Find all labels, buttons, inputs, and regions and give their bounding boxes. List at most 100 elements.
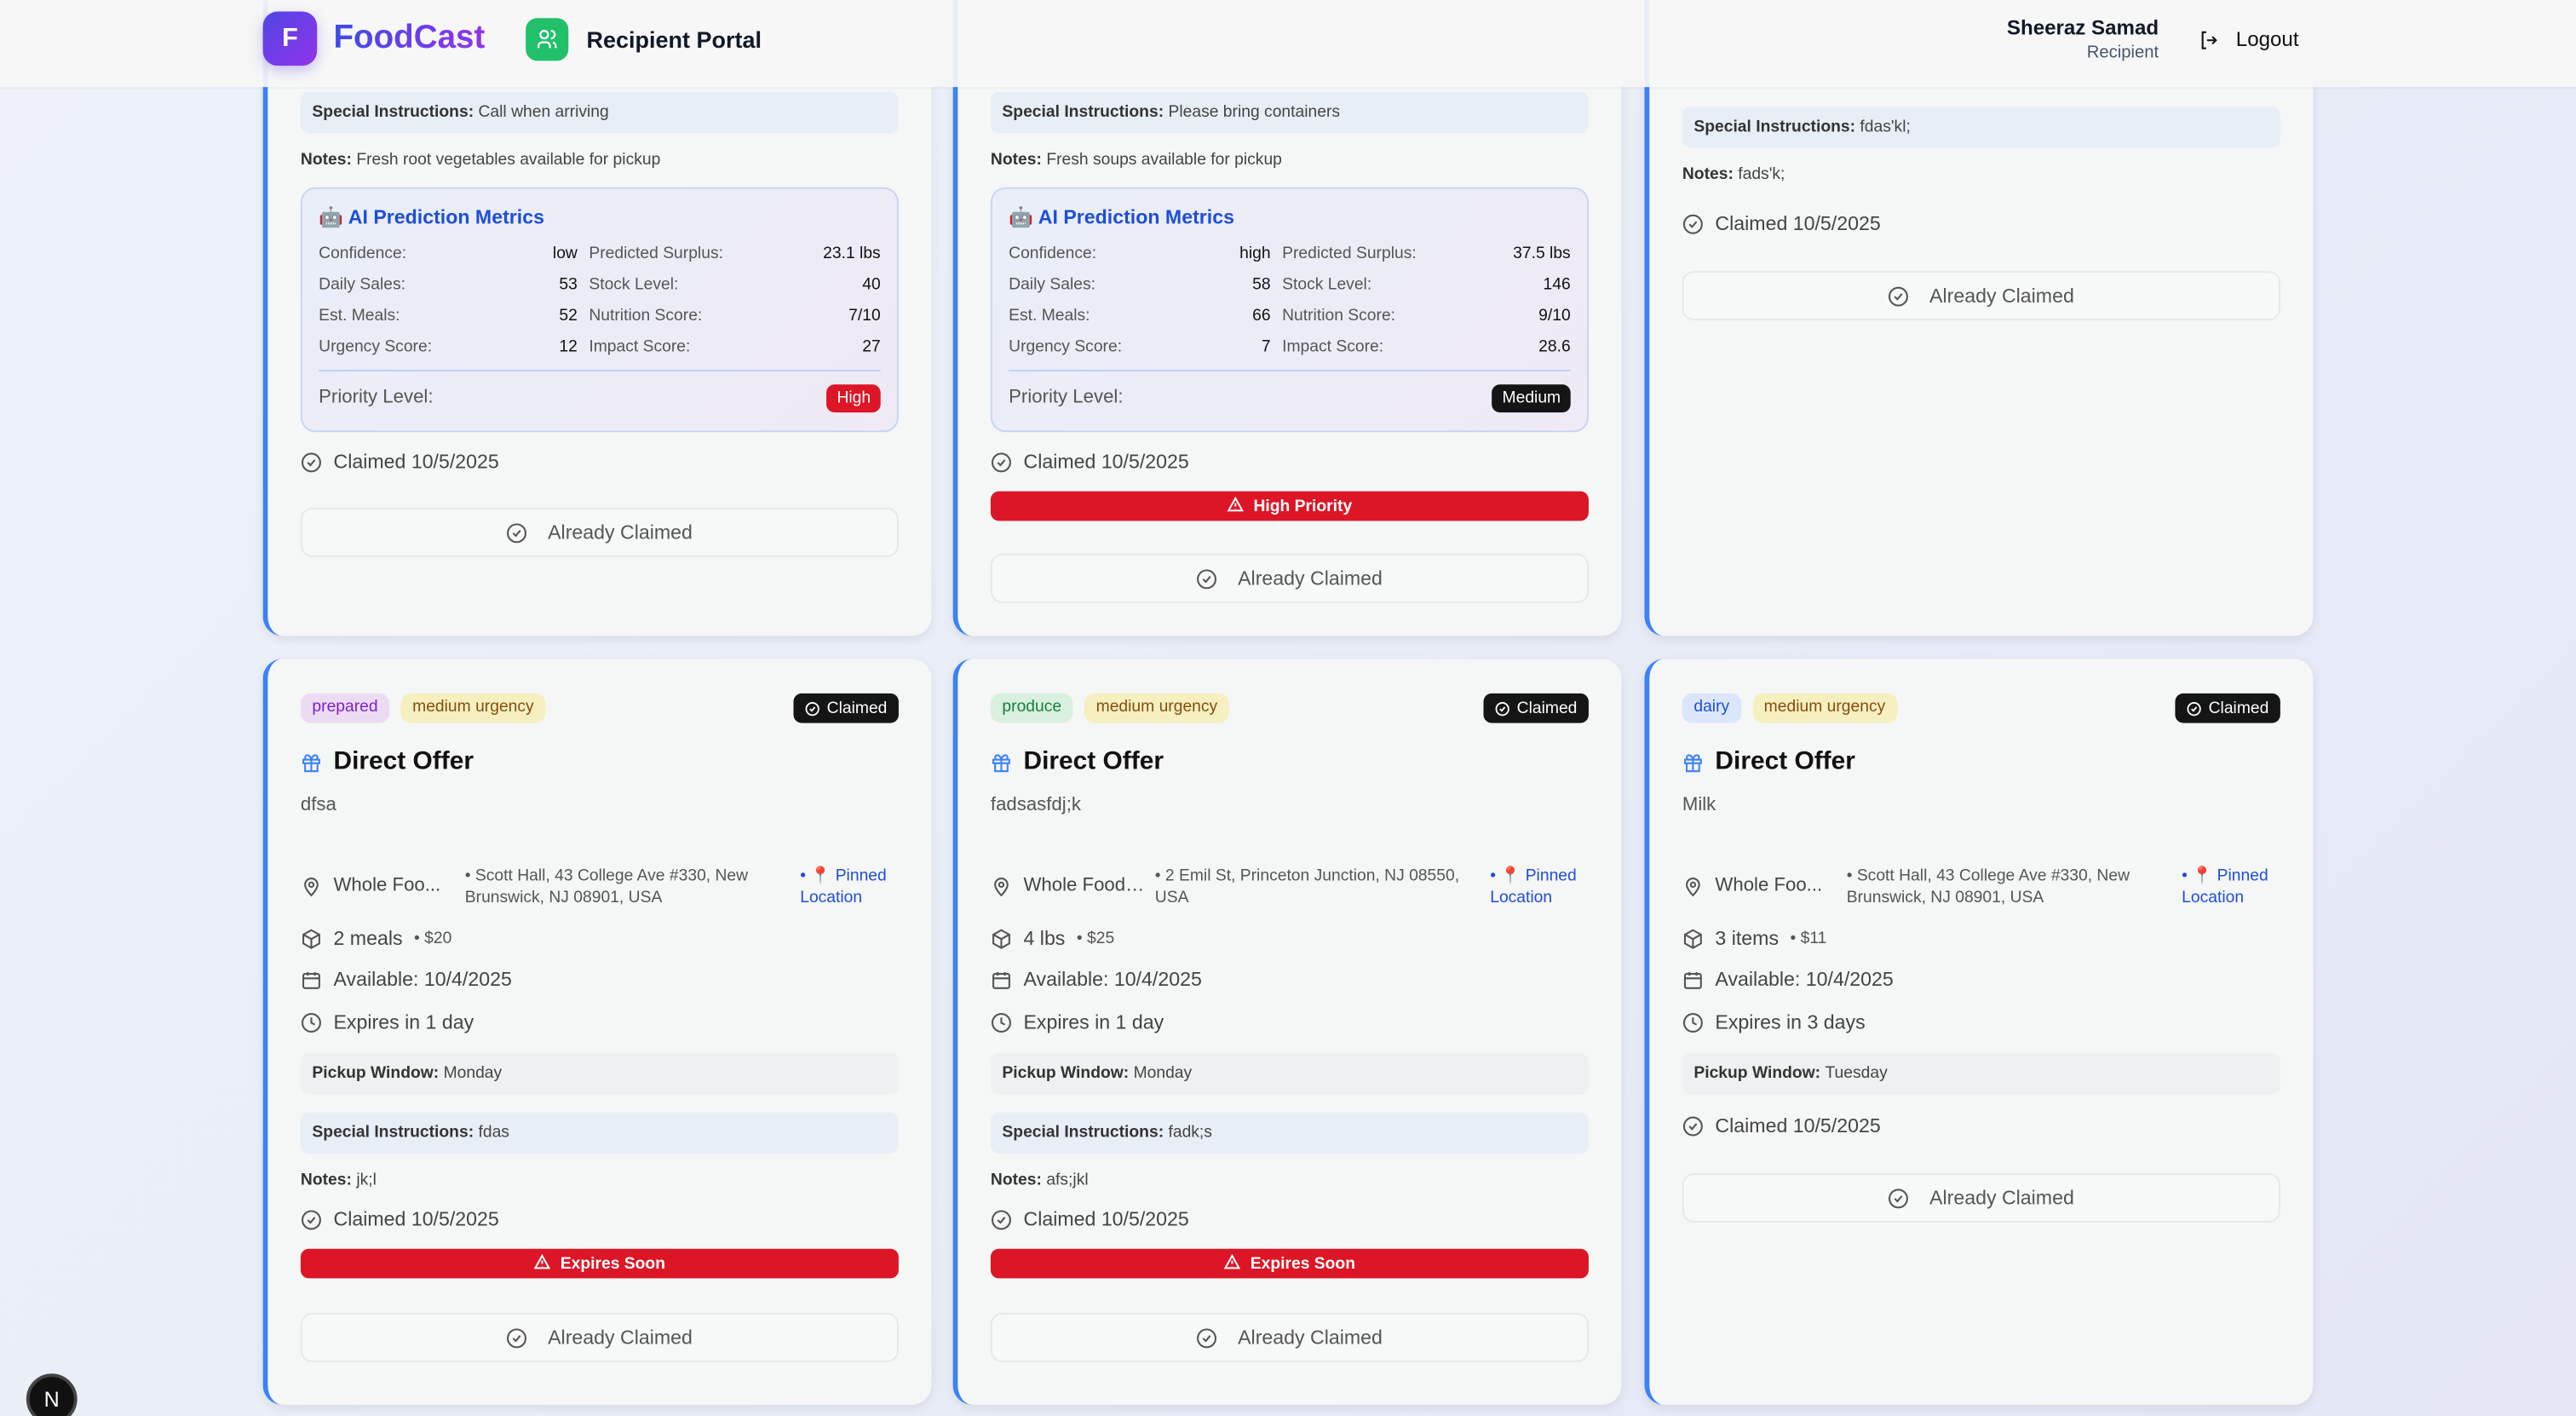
donation-card: prepared medium urgency Claimed Direct Offe… xyxy=(262,659,932,1405)
category-tag: produce xyxy=(990,693,1073,723)
pinned-location-link[interactable]: • 📍 Pinned Location xyxy=(2182,867,2268,907)
pickup-window: Pickup Window: Monday xyxy=(990,1053,1589,1095)
special-instructions: Special Instructions: fdas'kl; xyxy=(1682,106,2280,148)
offer-description: dfsa xyxy=(300,795,336,815)
warning-icon xyxy=(1227,495,1244,516)
quantity: 2 meals • $20 xyxy=(301,927,899,950)
claimed-date: Claimed 10/5/2025 xyxy=(301,450,899,473)
calendar-icon xyxy=(992,971,1010,988)
claimed-badge: Claimed xyxy=(2176,693,2280,723)
robot-icon: 🤖 xyxy=(319,205,343,229)
donation-card: Special Instructions: Please bring conta… xyxy=(952,0,1622,636)
metric-meals: 66 xyxy=(1252,307,1271,325)
metric-meals: 52 xyxy=(559,307,578,325)
metric-urgency: 7 xyxy=(1261,338,1271,357)
package-icon xyxy=(302,928,320,948)
metric-nutrition: 7/10 xyxy=(848,307,881,325)
claimed-date: Claimed 10/5/2025 xyxy=(1682,212,2280,235)
priority-badge: High xyxy=(826,383,881,412)
urgency-tag: medium urgency xyxy=(1752,693,1897,723)
brand-name: FoodCast xyxy=(333,20,486,56)
dev-tools-badge[interactable]: N xyxy=(26,1373,78,1416)
available-date: Available: 10/4/2025 xyxy=(301,968,899,991)
notes: Notes: fads'k; xyxy=(1682,165,1785,184)
users-icon xyxy=(526,18,569,61)
metric-confidence: high xyxy=(1239,245,1271,263)
available-date: Available: 10/4/2025 xyxy=(991,968,1589,991)
package-icon xyxy=(1683,928,1702,948)
button-label: Already Claimed xyxy=(548,521,693,544)
pinned-location-link[interactable]: • 📍 Pinned Location xyxy=(800,867,887,907)
priority-badge: Medium xyxy=(1492,383,1571,412)
available-date: Available: 10/4/2025 xyxy=(1682,968,2280,991)
user-name: Sheeraz Samad xyxy=(2006,16,2159,40)
metric-impact: 27 xyxy=(862,338,881,357)
warning-icon xyxy=(533,1252,551,1275)
urgency-tag: medium urgency xyxy=(400,693,546,723)
metric-confidence: low xyxy=(552,245,578,263)
button-label: Already Claimed xyxy=(1929,284,2074,308)
expires-soon-alert: Expires Soon xyxy=(300,1248,899,1279)
donation-card: dairy medium urgency Claimed Direct Offer Mi… xyxy=(1644,659,2314,1405)
map-pin-icon xyxy=(1686,878,1700,897)
claimed-date: Claimed 10/5/2025 xyxy=(1682,1114,2280,1137)
metric-daily: 58 xyxy=(1252,275,1271,295)
map-pin-icon xyxy=(994,878,1009,897)
gift-icon xyxy=(302,753,320,772)
metric-surplus: 23.1 lbs xyxy=(823,245,881,263)
already-claimed-button[interactable]: Already Claimed xyxy=(300,507,899,557)
donation-card: Special Instructions: fdas'kl; Notes: fad… xyxy=(1644,0,2314,636)
logout-button[interactable]: Logout xyxy=(2198,14,2313,64)
expiry: Expires in 1 day xyxy=(991,1010,1589,1033)
app-header: F FoodCast Recipient Portal Sheeraz Sama… xyxy=(0,0,2576,88)
special-instructions: Special Instructions: Please bring conta… xyxy=(990,91,1589,134)
check-circle-icon xyxy=(1197,1327,1217,1348)
quantity: 4 lbs • $25 xyxy=(991,927,1589,950)
claimed-date: Claimed 10/5/2025 xyxy=(991,450,1589,473)
check-circle-icon xyxy=(1889,1188,1909,1208)
metric-daily: 53 xyxy=(559,275,578,295)
metric-urgency: 12 xyxy=(559,338,578,357)
user-info: Sheeraz Samad Recipient xyxy=(2007,16,2159,62)
metric-surplus: 37.5 lbs xyxy=(1513,245,1571,263)
special-instructions: Special Instructions: Call when arriving xyxy=(300,91,899,134)
expires-soon-alert: Expires Soon xyxy=(990,1248,1589,1279)
already-claimed-button[interactable]: Already Claimed xyxy=(1682,271,2280,321)
button-label: Already Claimed xyxy=(548,1326,693,1350)
check-circle-icon xyxy=(1197,568,1217,589)
already-claimed-button[interactable]: Already Claimed xyxy=(300,1312,899,1362)
already-claimed-button[interactable]: Already Claimed xyxy=(990,1312,1589,1362)
clock-icon xyxy=(991,1012,1011,1033)
already-claimed-button[interactable]: Already Claimed xyxy=(990,553,1589,603)
check-circle-icon xyxy=(507,522,527,543)
warning-icon xyxy=(1223,1252,1241,1275)
notes: Notes: jk;l xyxy=(300,1171,377,1190)
expiry: Expires in 3 days xyxy=(1682,1010,2280,1033)
category-tag: dairy xyxy=(1682,693,1741,723)
metric-nutrition: 9/10 xyxy=(1538,307,1571,325)
offer-title: Direct Offer xyxy=(991,747,1589,777)
ai-metrics-panel: 🤖 AI Prediction Metrics Confidence: low Pred… xyxy=(300,187,899,433)
portal-title: Recipient Portal xyxy=(586,26,762,53)
gift-icon xyxy=(1683,753,1702,772)
check-circle-icon xyxy=(507,1327,527,1348)
special-instructions: Special Instructions: fdas xyxy=(300,1112,899,1154)
button-label: Already Claimed xyxy=(1238,1326,1383,1350)
category-tag: prepared xyxy=(300,693,390,723)
check-circle-icon xyxy=(1889,285,1909,306)
notes: Notes: Fresh soups available for pickup xyxy=(990,151,1282,170)
metric-stock: 146 xyxy=(1543,275,1571,295)
donation-card: produce medium urgency Claimed Direct Offer… xyxy=(952,659,1622,1405)
metric-stock: 40 xyxy=(862,275,881,295)
gift-icon xyxy=(992,753,1010,772)
logout-label: Logout xyxy=(2235,27,2299,51)
donation-card: Special Instructions: Call when arriving… xyxy=(262,0,932,636)
clock-icon xyxy=(1682,1012,1703,1033)
special-instructions: Special Instructions: fadk;s xyxy=(990,1112,1589,1154)
logo: F xyxy=(262,11,318,66)
button-label: Already Claimed xyxy=(1929,1186,2074,1210)
logout-icon xyxy=(2201,30,2217,49)
claimed-badge: Claimed xyxy=(794,693,899,723)
already-claimed-button[interactable]: Already Claimed xyxy=(1682,1172,2280,1223)
pinned-location-link[interactable]: • 📍 Pinned Location xyxy=(1490,867,1577,907)
